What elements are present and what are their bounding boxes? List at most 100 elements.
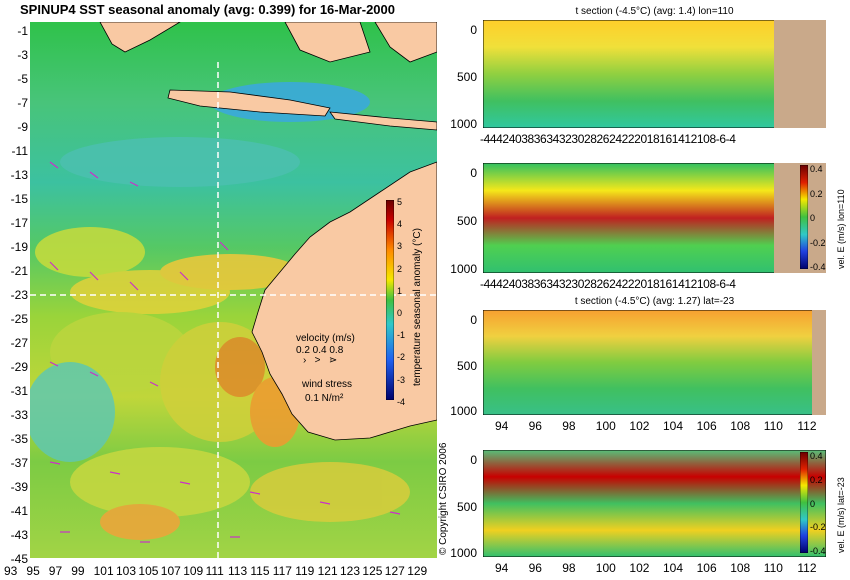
map-colorbar-tick: 0 [397,308,403,318]
map-colorbar-tick: -2 [397,352,406,363]
wind-stress-arrows [49,161,401,543]
panel-y-tick: 1000 [450,546,477,560]
velocity-colorbar-tick: 0 [810,213,816,223]
panel-x-tick: 102 [629,561,650,575]
panel-x-tick: 96 [528,419,542,433]
longitude-tick-label: 97 [48,564,63,578]
section-plot [483,450,826,557]
panel-x-tick: 100 [595,561,616,575]
velocity-colorbar-tick: 0.4 [810,164,823,174]
map-title: SPINUP4 SST seasonal anomaly (avg: 0.399… [20,2,395,17]
latitude-tick-label: -25 [10,312,28,326]
panel-x-tick: 106 [696,561,717,575]
java-landmass [167,89,331,117]
longitude-tick-label: 109 [183,564,204,578]
map-colorbar-tick: -3 [397,374,406,385]
panel-x-tick: 96 [528,561,542,575]
panel-x-tick: 102 [629,419,650,433]
wind-legend-title: wind stress [302,379,353,390]
latitude-tick-label: -37 [10,456,28,470]
latitude-tick-label: -33 [10,408,28,422]
map-colorbar-tick: 2 [397,263,403,274]
map-colorbar-tick: -4 [397,396,406,407]
map-colorbar-tick: 5 [397,197,403,207]
velocity-colorbar-tick: 0.4 [810,451,823,461]
panel-x-tick: 110 [763,419,783,433]
latitude-tick-label: -39 [10,480,28,494]
section-plot [483,20,826,128]
section-land [812,310,826,415]
section-land [774,20,826,128]
panel-x-tick: 108 [730,561,751,575]
latitude-tick-label: -17 [10,216,28,230]
longitude-tick-label: 111 [205,564,224,578]
panel-y-tick: 0 [470,23,477,37]
velocity-colorbar-tick: 0.2 [810,474,823,485]
panel-y-tick: 1000 [450,117,477,131]
panel-y-tick: 500 [456,70,477,84]
panel-x-ticks: -4442403836343230282624222018161412108-6… [480,277,736,291]
panel-x-tick: 106 [696,419,717,433]
panel-y-tick: 0 [470,166,477,180]
panel-x-tick: 94 [495,561,509,575]
velocity-colorbar-label: vel. E (m/s) lat=-23 [836,477,846,553]
longitude-tick-label: 129 [407,564,428,578]
latitude-tick-label: -13 [10,168,28,182]
latitude-tick-label: -45 [10,552,28,566]
panel-y-tick: 0 [470,453,477,467]
panel-x-tick: 112 [797,419,817,433]
map-colorbar-tick: 4 [397,219,403,230]
latitude-tick-label: -15 [10,192,28,206]
sulawesi-landmass [374,22,437,63]
map-colorbar-tick: -1 [397,330,406,341]
panel-title: t section (-4.5°C) (avg: 1.27) lat=-23 [574,296,735,307]
velocity-legend-values: 0.2 0.4 0.8 [296,345,344,356]
latitude-tick-label: -3 [17,48,28,62]
sst-anomaly-map [30,22,437,558]
longitude-tick-label: 103 [116,564,137,578]
longitude-tick-label: 125 [362,564,383,578]
panel-x-tick: 112 [797,561,817,575]
velocity-legend-arrows: › > ⋗ [303,355,338,366]
latitude-tick-label: -21 [10,264,28,278]
latitude-tick-label: -29 [10,360,28,374]
map-colorbar-label: temperature seasonal anomaly (°C) [412,228,423,386]
panel-y-tick: 1000 [450,262,477,276]
panel-x-tick: 108 [730,419,751,433]
map-colorbar-tick: 3 [397,241,403,252]
panel-x-tick: 100 [595,419,616,433]
panel-x-tick: 98 [562,419,576,433]
section-plot [483,310,826,415]
velocity-colorbar-tick: -0.2 [810,522,826,533]
panel-y-tick: 0 [470,313,477,327]
panel-y-tick: 1000 [450,404,477,418]
longitude-tick-label: 117 [272,564,292,578]
velocity-colorbar-label: vel. E (m/s) lon=110 [836,189,846,269]
latitude-tick-label: -7 [17,96,28,110]
velocity-colorbar-tick: 0.2 [810,188,823,199]
map-colorbar-tick: 1 [397,285,403,296]
longitude-tick-label: 99 [71,564,85,578]
latitude-tick-label: -43 [10,528,28,542]
lesser-sunda-landmass [329,111,437,131]
borneo-landmass [284,22,371,63]
velocity-colorbar [800,165,808,269]
velocity-colorbar-tick: 0 [810,498,816,509]
panel-x-tick: 104 [663,419,684,433]
sumatra-landmass [99,22,181,53]
velocity-colorbar-tick: -0.4 [810,262,826,272]
latitude-tick-label: -41 [10,504,28,518]
panel-y-tick: 500 [456,499,477,514]
panel-x-tick: 94 [495,419,509,433]
velocity-colorbar-tick: -0.4 [810,546,826,556]
longitude-tick-label: 105 [138,564,159,578]
longitude-tick-label: 101 [93,564,114,578]
panel-y-tick: 500 [456,214,477,228]
wind-legend-value: 0.1 N/m² [305,393,344,404]
panel-y-tick: 500 [456,358,477,373]
longitude-tick-label: 95 [26,564,40,578]
latitude-tick-label: -31 [10,384,28,398]
longitude-tick-label: 121 [317,564,338,578]
velocity-legend-title: velocity (m/s) [296,333,355,344]
latitude-tick-label: -35 [10,432,28,446]
